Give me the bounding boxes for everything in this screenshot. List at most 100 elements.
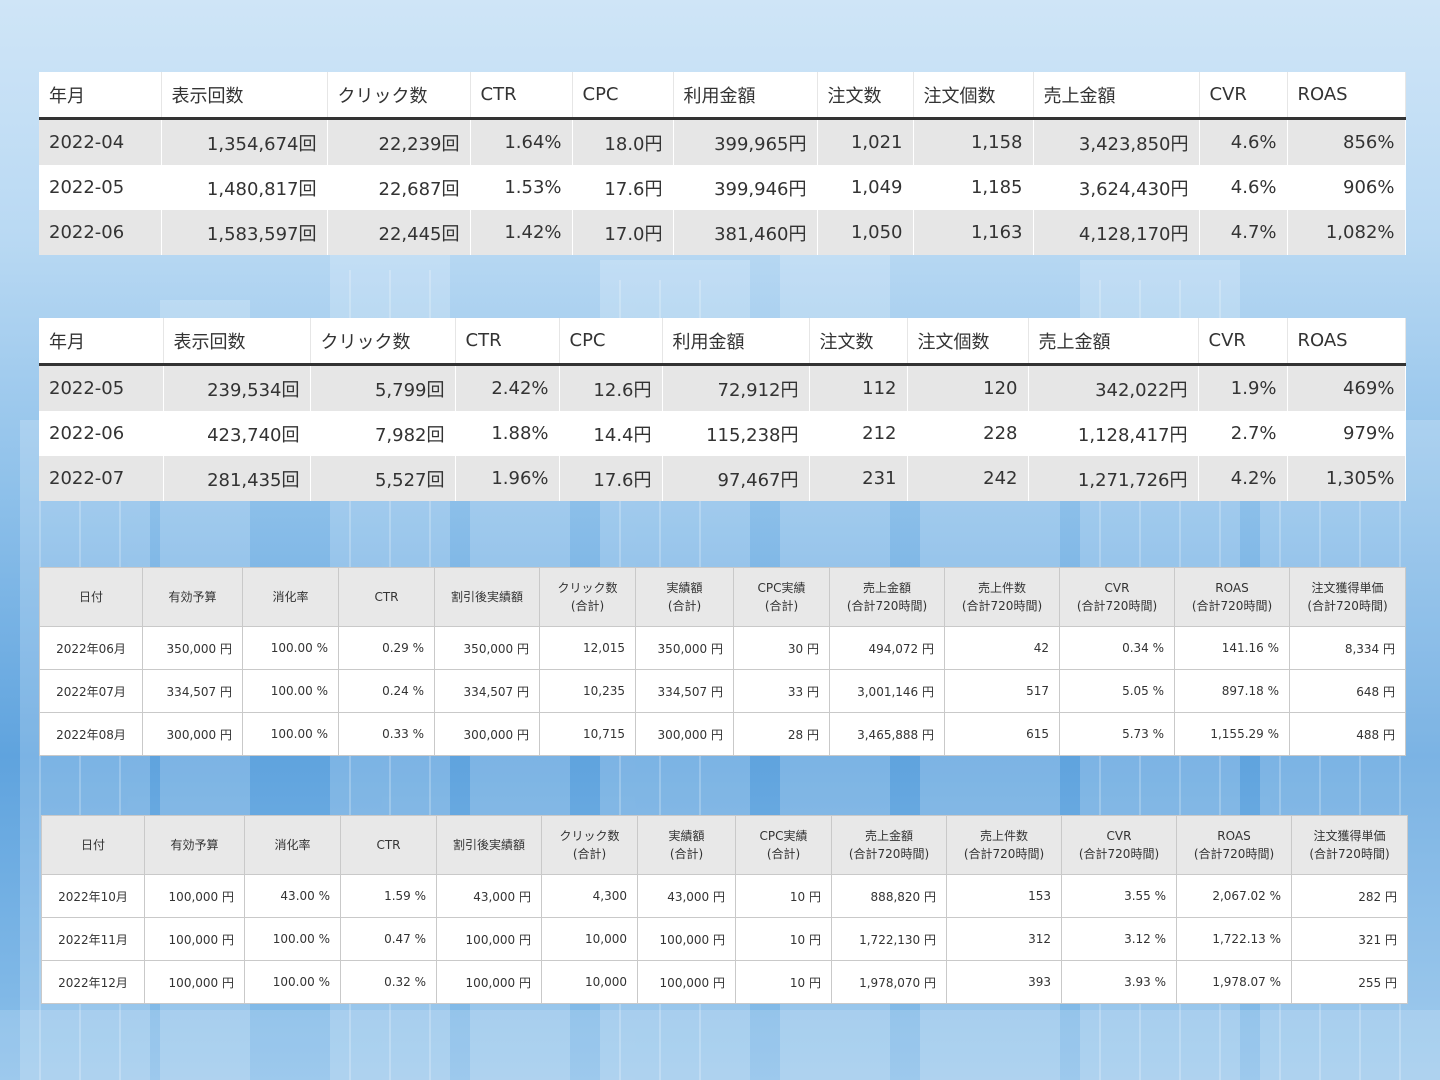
table-cell: 255 円 <box>1291 960 1408 1004</box>
table-cell: 3.93 % <box>1061 960 1177 1004</box>
table-cell: 1,305% <box>1287 456 1406 501</box>
table-cell: 100,000 円 <box>436 917 542 961</box>
table-cell: 2.42% <box>455 364 560 411</box>
col-header-cpc: CPC <box>572 72 674 120</box>
table-cell: 17.0円 <box>572 210 674 255</box>
table-cell: 28 円 <box>733 712 830 756</box>
table-cell: 3,465,888 円 <box>829 712 945 756</box>
table-cell: 112 <box>809 364 908 411</box>
table-cell: 3,624,430円 <box>1033 165 1200 210</box>
col-header-cvr: CVR <box>1198 318 1288 366</box>
col-header-cvr: CVR (合計720時間) <box>1061 815 1177 875</box>
col-header-ctr: CTR <box>455 318 560 366</box>
table-cell: 10 円 <box>735 874 832 918</box>
table-cell: 1,583,597回 <box>161 210 328 255</box>
table-cell: 4,300 <box>541 874 638 918</box>
table-cell: 1,163 <box>913 210 1034 255</box>
table-cell: 1.53% <box>470 165 573 210</box>
table-cell: 12,015 <box>539 626 636 670</box>
table-cell: 1.64% <box>470 118 573 165</box>
table-cell: 0.33 % <box>338 712 435 756</box>
col-header-sales: 売上金額 (合計720時間) <box>829 567 945 627</box>
table-cell: 423,740回 <box>163 411 311 456</box>
table-cell: 100.00 % <box>242 712 339 756</box>
table-cell: 1,480,817回 <box>161 165 328 210</box>
table-cell: 10,000 <box>541 960 638 1004</box>
table-row: 2022年12月 100,000 円 100.00 % 0.32 % 100,0… <box>41 960 1408 1004</box>
table-cell: 399,965円 <box>673 118 818 165</box>
table-cell: 856% <box>1287 118 1406 165</box>
table-cell: 1.42% <box>470 210 573 255</box>
col-header-impressions: 表示回数 <box>163 318 311 366</box>
table-cell: 1,021 <box>817 118 914 165</box>
table-cell: 43,000 円 <box>637 874 736 918</box>
table-cell: 212 <box>809 411 908 456</box>
table-cell: 488 円 <box>1289 712 1406 756</box>
col-header-roas: ROAS (合計720時間) <box>1174 567 1290 627</box>
table-cell: 1,978.07 % <box>1176 960 1292 1004</box>
table-cell: 350,000 円 <box>142 626 243 670</box>
table-cell: 12.6円 <box>559 364 663 411</box>
table-cell: 0.29 % <box>338 626 435 670</box>
table-cell: 2022-04 <box>39 118 162 165</box>
table-cell: 1,185 <box>913 165 1034 210</box>
table-cell: 4.6% <box>1199 118 1288 165</box>
table-cell: 0.32 % <box>340 960 437 1004</box>
table-cell: 4.6% <box>1199 165 1288 210</box>
col-header-cpa: 注文獲得単価 (合計720時間) <box>1291 815 1408 875</box>
table-cell: 399,946円 <box>673 165 818 210</box>
col-header-budget: 有効予算 <box>142 567 243 627</box>
table-cell: 888,820 円 <box>831 874 947 918</box>
table-cell: 1,128,417円 <box>1028 411 1199 456</box>
table-cell: 100,000 円 <box>144 960 245 1004</box>
table-row: 2022-06 1,583,597回 22,445回 1.42% 17.0円 3… <box>39 210 1406 255</box>
table-cell: 1,271,726円 <box>1028 456 1199 501</box>
table-cell: 22,445回 <box>327 210 471 255</box>
col-header-cpc: CPC <box>559 318 663 366</box>
table-cell: 120 <box>907 364 1029 411</box>
table-cell: 2022年10月 <box>41 874 145 918</box>
table-cell: 42 <box>944 626 1060 670</box>
table-cell: 14.4円 <box>559 411 663 456</box>
table-header-row: 年月 表示回数 クリック数 CTR CPC 利用金額 注文数 注文個数 売上金額… <box>39 318 1406 366</box>
table-cell: 17.6円 <box>559 456 663 501</box>
table-cell: 300,000 円 <box>635 712 734 756</box>
table-cell: 2,067.02 % <box>1176 874 1292 918</box>
table-cell: 115,238円 <box>662 411 810 456</box>
table-cell: 517 <box>944 669 1060 713</box>
table-cell: 897.18 % <box>1174 669 1290 713</box>
table-cell: 231 <box>809 456 908 501</box>
table-cell: 334,507 円 <box>635 669 734 713</box>
col-header-clicks: クリック数 (合計) <box>539 567 636 627</box>
table-cell: 350,000 円 <box>635 626 734 670</box>
col-header-order-items: 注文個数 <box>913 72 1034 120</box>
table-cell: 1.96% <box>455 456 560 501</box>
col-header-spend: 利用金額 <box>662 318 810 366</box>
table-cell: 1.59 % <box>340 874 437 918</box>
table-row: 2022年11月 100,000 円 100.00 % 0.47 % 100,0… <box>41 917 1408 961</box>
col-header-cpc: CPC実績 (合計) <box>735 815 832 875</box>
col-header-sales: 売上金額 <box>1033 72 1200 120</box>
table-cell: 5.05 % <box>1059 669 1175 713</box>
col-header-impressions: 表示回数 <box>161 72 328 120</box>
table-cell: 4.2% <box>1198 456 1288 501</box>
col-header-orders: 注文数 <box>817 72 914 120</box>
table-cell: 393 <box>946 960 1062 1004</box>
col-header-sales-count: 売上件数 (合計720時間) <box>944 567 1060 627</box>
table-cell: 10 円 <box>735 917 832 961</box>
table-cell: 43,000 円 <box>436 874 542 918</box>
col-header-discounted-spend: 割引後実績額 <box>436 815 542 875</box>
table-cell: 906% <box>1287 165 1406 210</box>
table-row: 2022-07 281,435回 5,527回 1.96% 17.6円 97,4… <box>39 456 1406 501</box>
col-header-sales: 売上金額 <box>1028 318 1199 366</box>
table-cell: 342,022円 <box>1028 364 1199 411</box>
table-cell: 1,050 <box>817 210 914 255</box>
table-cell: 1,049 <box>817 165 914 210</box>
table-cell: 281,435回 <box>163 456 311 501</box>
table-cell: 1,082% <box>1287 210 1406 255</box>
table-cell: 141.16 % <box>1174 626 1290 670</box>
table-cell: 43.00 % <box>244 874 341 918</box>
table-cell: 334,507 円 <box>434 669 540 713</box>
col-header-discounted-spend: 割引後実績額 <box>434 567 540 627</box>
col-header-roas: ROAS <box>1287 318 1406 366</box>
